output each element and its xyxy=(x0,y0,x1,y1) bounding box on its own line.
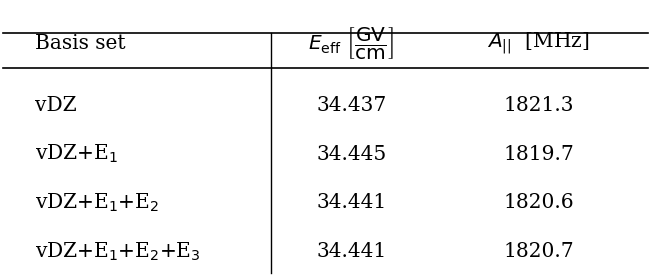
Text: vDZ+E$_1$+E$_2$: vDZ+E$_1$+E$_2$ xyxy=(35,192,159,214)
Text: $E_{\mathrm{eff}}$ $\left[\dfrac{\mathrm{GV}}{\mathrm{cm}}\right]$: $E_{\mathrm{eff}}$ $\left[\dfrac{\mathrm… xyxy=(309,25,395,61)
Text: vDZ+E$_1$: vDZ+E$_1$ xyxy=(35,143,118,165)
Text: $A_{||}$  [MHz]: $A_{||}$ [MHz] xyxy=(488,30,590,56)
Text: 34.437: 34.437 xyxy=(316,96,387,115)
Text: 1820.6: 1820.6 xyxy=(503,193,574,213)
Text: 34.441: 34.441 xyxy=(316,193,387,213)
Text: 34.441: 34.441 xyxy=(316,242,387,261)
Text: 1820.7: 1820.7 xyxy=(503,242,574,261)
Text: vDZ+E$_1$+E$_2$+E$_3$: vDZ+E$_1$+E$_2$+E$_3$ xyxy=(35,240,201,263)
Text: Basis set: Basis set xyxy=(35,34,126,53)
Text: 1821.3: 1821.3 xyxy=(503,96,574,115)
Text: 1819.7: 1819.7 xyxy=(503,145,574,164)
Text: vDZ: vDZ xyxy=(35,96,77,115)
Text: 34.445: 34.445 xyxy=(316,145,387,164)
